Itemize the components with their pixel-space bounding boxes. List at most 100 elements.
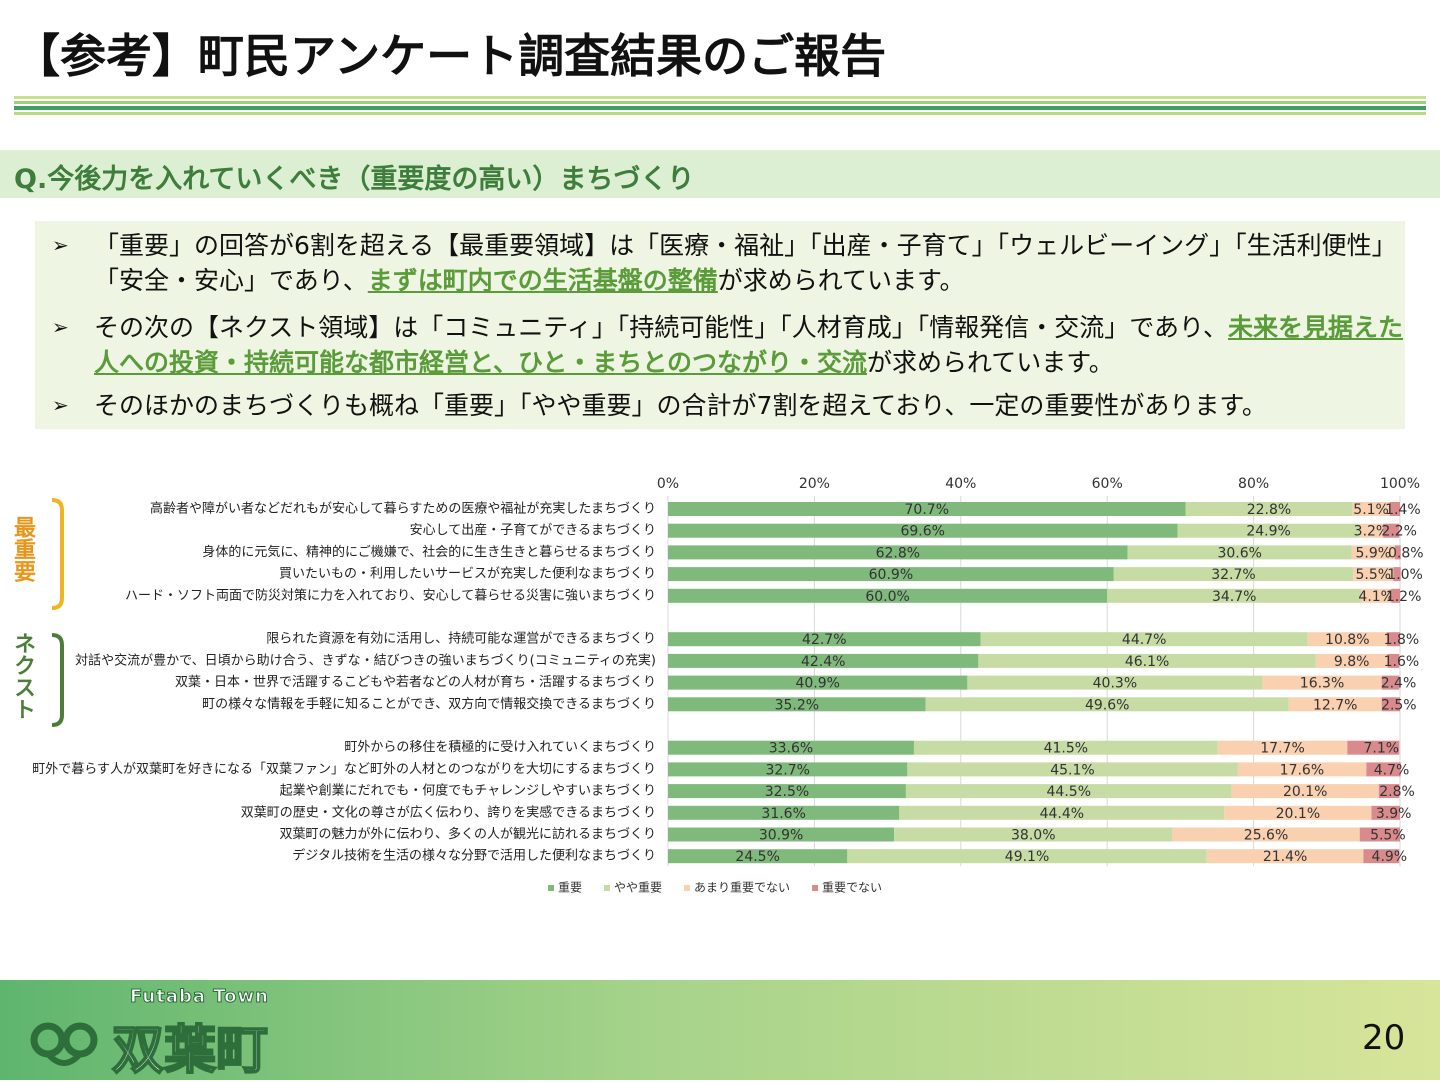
group-label: ネクスト bbox=[10, 632, 35, 720]
value-label: 60.9% bbox=[869, 567, 913, 583]
value-label: 44.5% bbox=[1047, 784, 1091, 800]
value-label: 17.7% bbox=[1260, 741, 1304, 757]
bar-segment bbox=[1361, 588, 1392, 603]
footer-band bbox=[0, 980, 1440, 1080]
legend-label: やや重要 bbox=[614, 881, 662, 895]
value-label: 21.4% bbox=[1263, 849, 1307, 865]
value-label: 32.7% bbox=[1211, 567, 1255, 583]
bar-segment bbox=[668, 762, 908, 777]
bar-segment bbox=[1386, 632, 1400, 647]
value-label: 41.5% bbox=[1044, 741, 1088, 757]
value-label: 16.3% bbox=[1300, 676, 1344, 692]
value-label: 9.8% bbox=[1334, 654, 1370, 670]
bar-segment bbox=[668, 588, 1108, 603]
legend-swatch bbox=[604, 885, 611, 891]
bullet: その次の【ネクスト領域】は「コミュニティ」「持続可能性」「人材育成」「情報発信・… bbox=[52, 310, 1424, 380]
category-label: 町外からの移住を積極的に受け入れていくまちづくり bbox=[344, 739, 656, 755]
logo-mark bbox=[30, 1022, 98, 1066]
x-tick-label: 40% bbox=[945, 476, 976, 492]
slide-title: 【参考】町民アンケート調査結果のご報告 bbox=[14, 29, 887, 83]
category-label: 身体的に元気に、精神的にご機嫌で、社会的に生き生きと暮らせるまちづくり bbox=[202, 544, 656, 560]
value-label: 12.7% bbox=[1313, 697, 1357, 713]
value-label: 24.5% bbox=[735, 849, 779, 865]
section-heading: Q.今後力を入れていくべき（重要度の高い）まちづくり bbox=[14, 164, 695, 195]
value-label: 30.6% bbox=[1217, 545, 1261, 561]
value-label: 44.4% bbox=[1040, 806, 1084, 822]
bar-segment bbox=[1288, 697, 1382, 712]
group-bracket bbox=[51, 633, 64, 727]
legend-label: 重要でない bbox=[822, 881, 882, 895]
bar-segment bbox=[905, 784, 1232, 799]
category-label: ハード・ソフト両面で防災対策に力を入れており、安心して暮らせる災害に強いまちづく… bbox=[125, 587, 656, 603]
bar-segment bbox=[1127, 545, 1352, 560]
bar-segment bbox=[668, 740, 914, 755]
bar-segment bbox=[1387, 653, 1400, 668]
value-label: 1.4% bbox=[1385, 502, 1421, 518]
category-label: 安心して出産・子育てができるまちづくり bbox=[410, 522, 656, 538]
x-tick-label: 100% bbox=[1380, 476, 1420, 492]
legend-label: 重要 bbox=[558, 881, 582, 895]
bar-segment bbox=[1237, 762, 1367, 777]
bar-segment bbox=[1107, 588, 1362, 603]
chart: 最重要 ネクスト 0% 20% 40% 60% 80% 100% 高齢者や障がい者などだれも… bbox=[10, 476, 1424, 895]
bullet-text: 「重要」の回答が6割を超える【最重要領域】は「医療・福祉」「出産・子育て」「ウェ… bbox=[94, 231, 1397, 295]
bar-segment bbox=[1347, 740, 1400, 755]
value-label: 44.7% bbox=[1122, 632, 1166, 648]
value-label: 0.8% bbox=[1388, 545, 1424, 561]
value-label: 49.1% bbox=[1005, 849, 1049, 865]
bullet-text: が求められています。 bbox=[717, 266, 965, 295]
value-label: 34.7% bbox=[1212, 589, 1256, 605]
section-band bbox=[0, 150, 1440, 198]
value-label: 42.7% bbox=[802, 632, 846, 648]
bar-segment bbox=[668, 545, 1128, 560]
legend-label: あまり重要でない bbox=[694, 881, 790, 895]
bullet: そのほかのまちづくりも概ね「重要」「やや重要」の合計が7割を超えており、一定の重… bbox=[52, 388, 1424, 423]
legend-swatch bbox=[684, 885, 691, 891]
category-label: 限られた資源を有効に活用し、持続可能な運営ができるまちづくり bbox=[266, 632, 656, 647]
bar-segment bbox=[668, 653, 979, 668]
value-label: 4.7% bbox=[1374, 762, 1410, 778]
category-label: 双葉町の歴史・文化の尊さが広く伝わり、誇りを実感できるまちづくり bbox=[241, 804, 656, 820]
bar-segment bbox=[1383, 523, 1400, 538]
value-label: 1.8% bbox=[1384, 632, 1420, 648]
bar-segment bbox=[894, 827, 1173, 842]
bar-segment bbox=[1352, 502, 1390, 516]
value-label: 4.9% bbox=[1372, 849, 1408, 865]
bar-segment bbox=[1378, 784, 1400, 799]
bar-segment bbox=[847, 849, 1207, 864]
bar-segment bbox=[1366, 762, 1401, 777]
value-label: 1.0% bbox=[1387, 567, 1423, 583]
value-label: 20.1% bbox=[1283, 784, 1327, 800]
bar-segment bbox=[668, 632, 981, 647]
brand-en: Futaba Town bbox=[130, 986, 269, 1008]
legend-swatch bbox=[812, 885, 819, 891]
bar-segment bbox=[913, 740, 1218, 755]
value-label: 1.6% bbox=[1384, 654, 1420, 670]
value-label: 3.2% bbox=[1354, 524, 1390, 540]
bar-segment bbox=[668, 827, 895, 842]
category-label: 対話や交流が豊かで、日頃から助け合う、きずな・結びつきの強いまちづくり(コミュニ… bbox=[75, 652, 656, 668]
title-rule bbox=[14, 96, 1426, 115]
value-label: 2.2% bbox=[1381, 524, 1417, 540]
bar-segment bbox=[925, 697, 1289, 712]
bar-segment bbox=[1394, 545, 1401, 560]
value-label: 22.8% bbox=[1247, 502, 1291, 518]
bar-segment bbox=[1206, 849, 1364, 864]
bar-segment bbox=[1185, 502, 1353, 516]
value-label: 70.7% bbox=[905, 502, 949, 518]
value-label: 30.9% bbox=[759, 828, 803, 844]
category-label: 町外で暮らす人が双葉町を好きになる「双葉ファン」など町外の人材とのつながりを大切… bbox=[32, 762, 656, 777]
bar-segment bbox=[1353, 567, 1394, 582]
bar-segment bbox=[907, 762, 1238, 777]
value-label: 5.9% bbox=[1355, 545, 1391, 561]
bar-segment bbox=[1363, 849, 1400, 864]
category-label: 町の様々な情報を手軽に知ることができ、双方向で情報交換できるまちづくり bbox=[202, 696, 656, 712]
bullet-emphasis: まずは町内での生活基盤の整備 bbox=[367, 266, 718, 295]
bar-segment bbox=[668, 523, 1178, 538]
bar-segment bbox=[980, 632, 1308, 647]
value-label: 2.4% bbox=[1381, 676, 1417, 692]
bar-segment bbox=[1351, 545, 1395, 560]
bar-segment bbox=[668, 849, 848, 864]
category-label: 高齢者や障がい者などだれもが安心して暮らすための医療や福祉が充実したまちづくり bbox=[150, 501, 656, 517]
